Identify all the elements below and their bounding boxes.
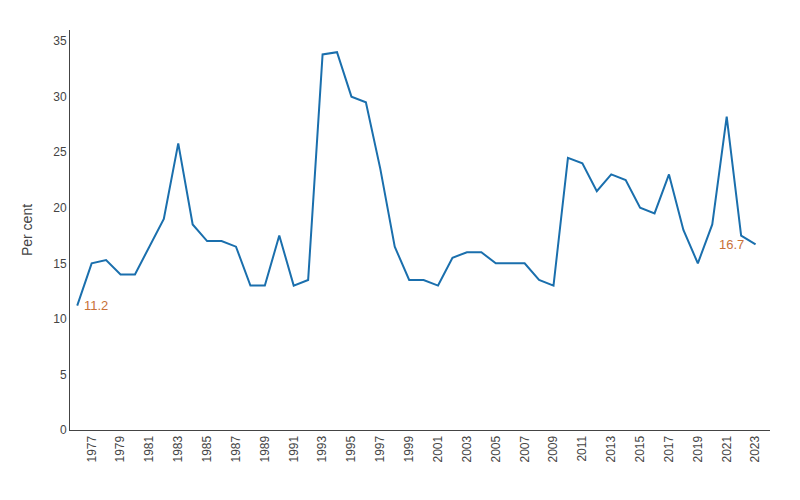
svg-text:1993: 1993: [315, 435, 329, 462]
svg-text:1997: 1997: [373, 435, 387, 462]
svg-text:11.2: 11.2: [84, 298, 108, 313]
svg-text:2017: 2017: [662, 435, 676, 462]
svg-text:1999: 1999: [402, 435, 416, 462]
svg-text:1991: 1991: [287, 435, 301, 462]
svg-text:0: 0: [60, 423, 67, 437]
svg-text:35: 35: [53, 34, 67, 48]
svg-text:2005: 2005: [489, 435, 503, 462]
svg-text:1979: 1979: [113, 435, 127, 462]
svg-text:30: 30: [53, 90, 67, 104]
svg-text:2015: 2015: [633, 435, 647, 462]
svg-text:1977: 1977: [85, 435, 99, 462]
svg-text:5: 5: [60, 368, 67, 382]
svg-text:1985: 1985: [200, 435, 214, 462]
svg-text:1995: 1995: [344, 435, 358, 462]
svg-text:1989: 1989: [258, 435, 272, 462]
svg-text:2013: 2013: [604, 435, 618, 462]
svg-text:16.7: 16.7: [719, 237, 744, 252]
svg-text:2001: 2001: [431, 435, 445, 462]
svg-text:2007: 2007: [518, 435, 532, 462]
svg-text:1981: 1981: [142, 435, 156, 462]
svg-text:2003: 2003: [460, 435, 474, 462]
svg-text:2019: 2019: [691, 435, 705, 462]
svg-text:25: 25: [53, 145, 67, 159]
svg-text:1983: 1983: [171, 435, 185, 462]
svg-text:15: 15: [53, 257, 67, 271]
svg-text:2021: 2021: [720, 435, 734, 462]
svg-text:2009: 2009: [546, 435, 560, 462]
svg-text:Per cent: Per cent: [19, 204, 35, 256]
svg-text:1987: 1987: [229, 435, 243, 462]
svg-text:20: 20: [53, 201, 67, 215]
svg-text:2011: 2011: [575, 435, 589, 461]
svg-text:10: 10: [53, 312, 67, 326]
svg-text:2023: 2023: [748, 435, 762, 462]
